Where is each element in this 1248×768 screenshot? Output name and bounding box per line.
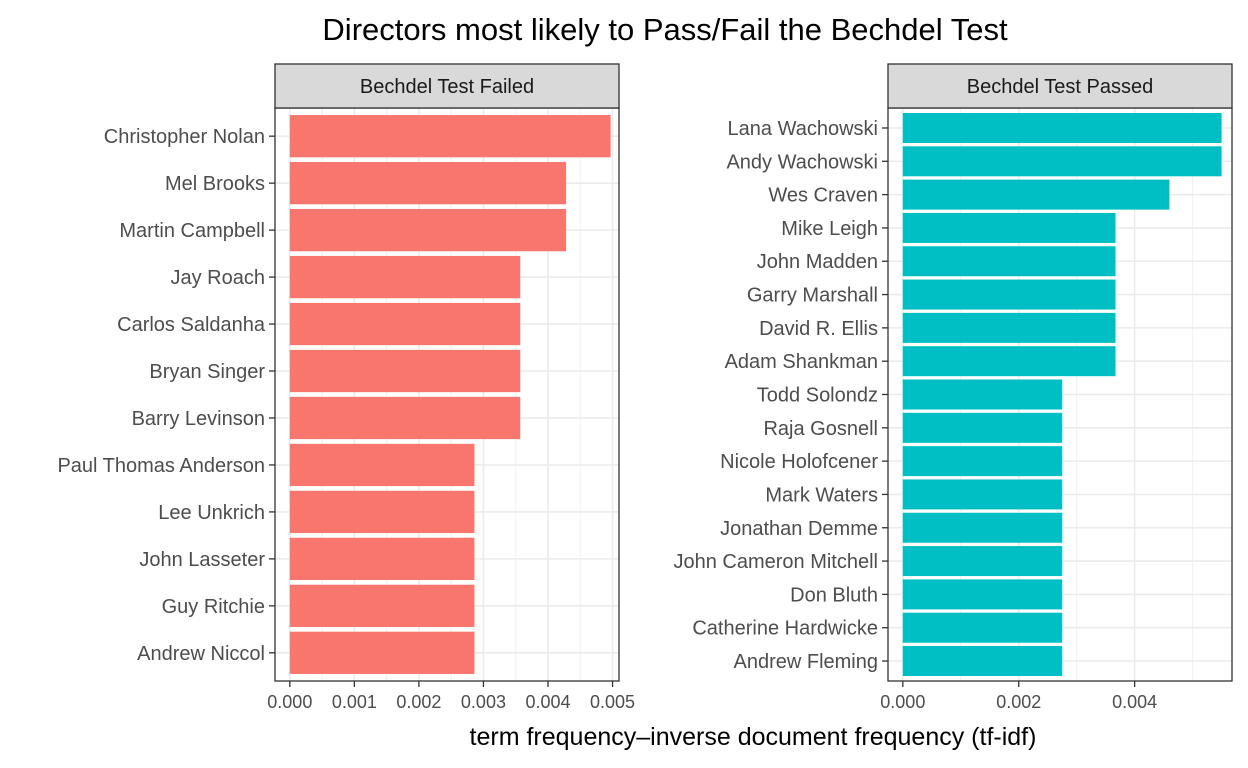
bar-9 [902,379,1063,410]
y-tick-label: Bryan Singer [149,361,265,383]
y-tick-label: Jonathan Demme [720,518,878,540]
y-tick-label: Garry Marshall [747,285,878,307]
bar-15 [902,579,1063,610]
bar-7 [289,396,521,440]
y-tick-label: Mike Leigh [781,218,878,240]
bar-7 [902,312,1116,343]
y-tick-label: Guy Ritchie [162,596,265,618]
x-tick-label: 0.003 [461,692,506,712]
y-tick-label: Jay Roach [171,267,266,289]
x-tick-label: 0.005 [590,692,635,712]
x-tick-label: 0.002 [396,692,441,712]
y-tick-label: Paul Thomas Anderson [57,455,265,477]
bar-1 [902,112,1222,143]
y-tick-label: Andy Wachowski [726,151,878,173]
y-tick-label: Lana Wachowski [728,118,878,140]
bar-8 [902,346,1116,377]
y-tick-label: Nicole Holofcener [720,451,878,473]
y-tick-label: David R. Ellis [759,318,878,340]
bar-12 [289,631,475,674]
y-tick-label: Mark Waters [765,484,878,506]
bar-13 [902,512,1063,543]
bar-6 [289,349,521,393]
facet-strip [887,63,1233,109]
bar-10 [289,537,475,581]
bar-8 [289,443,475,487]
bar-2 [902,146,1222,177]
bar-4 [289,255,521,299]
y-tick-label: Andrew Niccol [137,643,265,665]
y-tick-label: Lee Unkrich [158,502,265,524]
y-tick-label: Andrew Fleming [733,651,878,673]
y-tick-label: John Lasseter [139,549,265,571]
y-tick-label: Martin Campbell [119,220,265,242]
x-tick-label: 0.000 [267,692,312,712]
panel-failed: Bechdel Test Failed Christopher Nolan Mel … [57,63,635,712]
x-tick-label: 0.004 [525,692,570,712]
y-tick-label: Barry Levinson [132,408,265,430]
bar-17 [902,646,1063,677]
facet-label: Bechdel Test Failed [360,76,534,98]
panel-passed: Bechdel Test Passed Lana Wachowski Andy Wa… [673,63,1233,712]
bar-14 [902,546,1063,577]
bar-12 [902,479,1063,510]
bar-6 [902,279,1116,310]
bar-5 [902,246,1116,277]
bar-3 [289,208,567,252]
x-tick-label: 0.000 [880,692,925,712]
bar-2 [289,162,567,205]
y-tick-label: Adam Shankman [725,351,878,373]
y-tick-label: Carlos Saldanha [117,314,266,336]
bar-3 [902,179,1170,210]
bar-4 [902,212,1116,243]
y-tick-label: John Madden [757,251,878,273]
facet-strip [274,63,620,109]
x-tick-label: 0.001 [332,692,377,712]
x-tick-label: 0.004 [1112,692,1157,712]
bar-11 [902,446,1063,477]
y-tick-label: Christopher Nolan [104,126,265,148]
y-tick-label: Mel Brooks [165,173,265,195]
bar-16 [902,612,1063,643]
y-tick-label: Wes Craven [768,185,878,207]
bar-10 [902,412,1063,443]
x-axis-label: term frequency–inverse document frequenc… [470,723,1037,751]
bar-1 [289,115,611,158]
chart-title: Directors most likely to Pass/Fail the B… [322,12,1008,47]
y-tick-label: Catherine Hardwicke [692,618,878,640]
bar-5 [289,302,521,346]
x-tick-label: 0.002 [996,692,1041,712]
bar-9 [289,490,475,534]
y-tick-label: Raja Gosnell [763,418,878,440]
y-tick-label: John Cameron Mitchell [673,551,878,573]
facet-label: Bechdel Test Passed [967,76,1153,98]
y-tick-label: Todd Solondz [757,385,878,407]
y-tick-label: Don Bluth [790,584,878,606]
bar-11 [289,584,475,627]
